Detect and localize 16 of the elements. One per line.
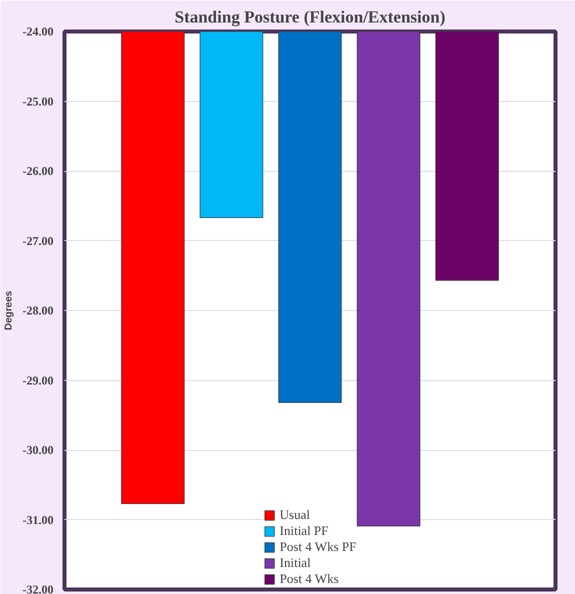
y-axis-title: Degrees [4, 290, 15, 330]
y-tick-label: -26.00 [22, 164, 54, 178]
chart-title: Standing Posture (Flexion/Extension) [174, 8, 446, 26]
y-tick-label: -24.00 [22, 24, 54, 38]
legend-label: Initial PF [280, 523, 328, 539]
y-tick-label: -32.00 [22, 582, 54, 594]
y-tick-label: -29.00 [22, 373, 54, 388]
legend-label: Post 4 Wks [280, 571, 339, 587]
y-tick-label: -31.00 [22, 512, 54, 527]
y-tick-label: -28.00 [22, 304, 54, 318]
legend-label: Initial [280, 555, 311, 571]
legend-label: Usual [280, 507, 310, 523]
y-tick-label: -30.00 [22, 443, 54, 457]
legend-label: Post 4 Wks PF [280, 539, 356, 555]
y-tick-label: -27.00 [22, 234, 54, 248]
y-tick-label: -25.00 [22, 94, 54, 108]
